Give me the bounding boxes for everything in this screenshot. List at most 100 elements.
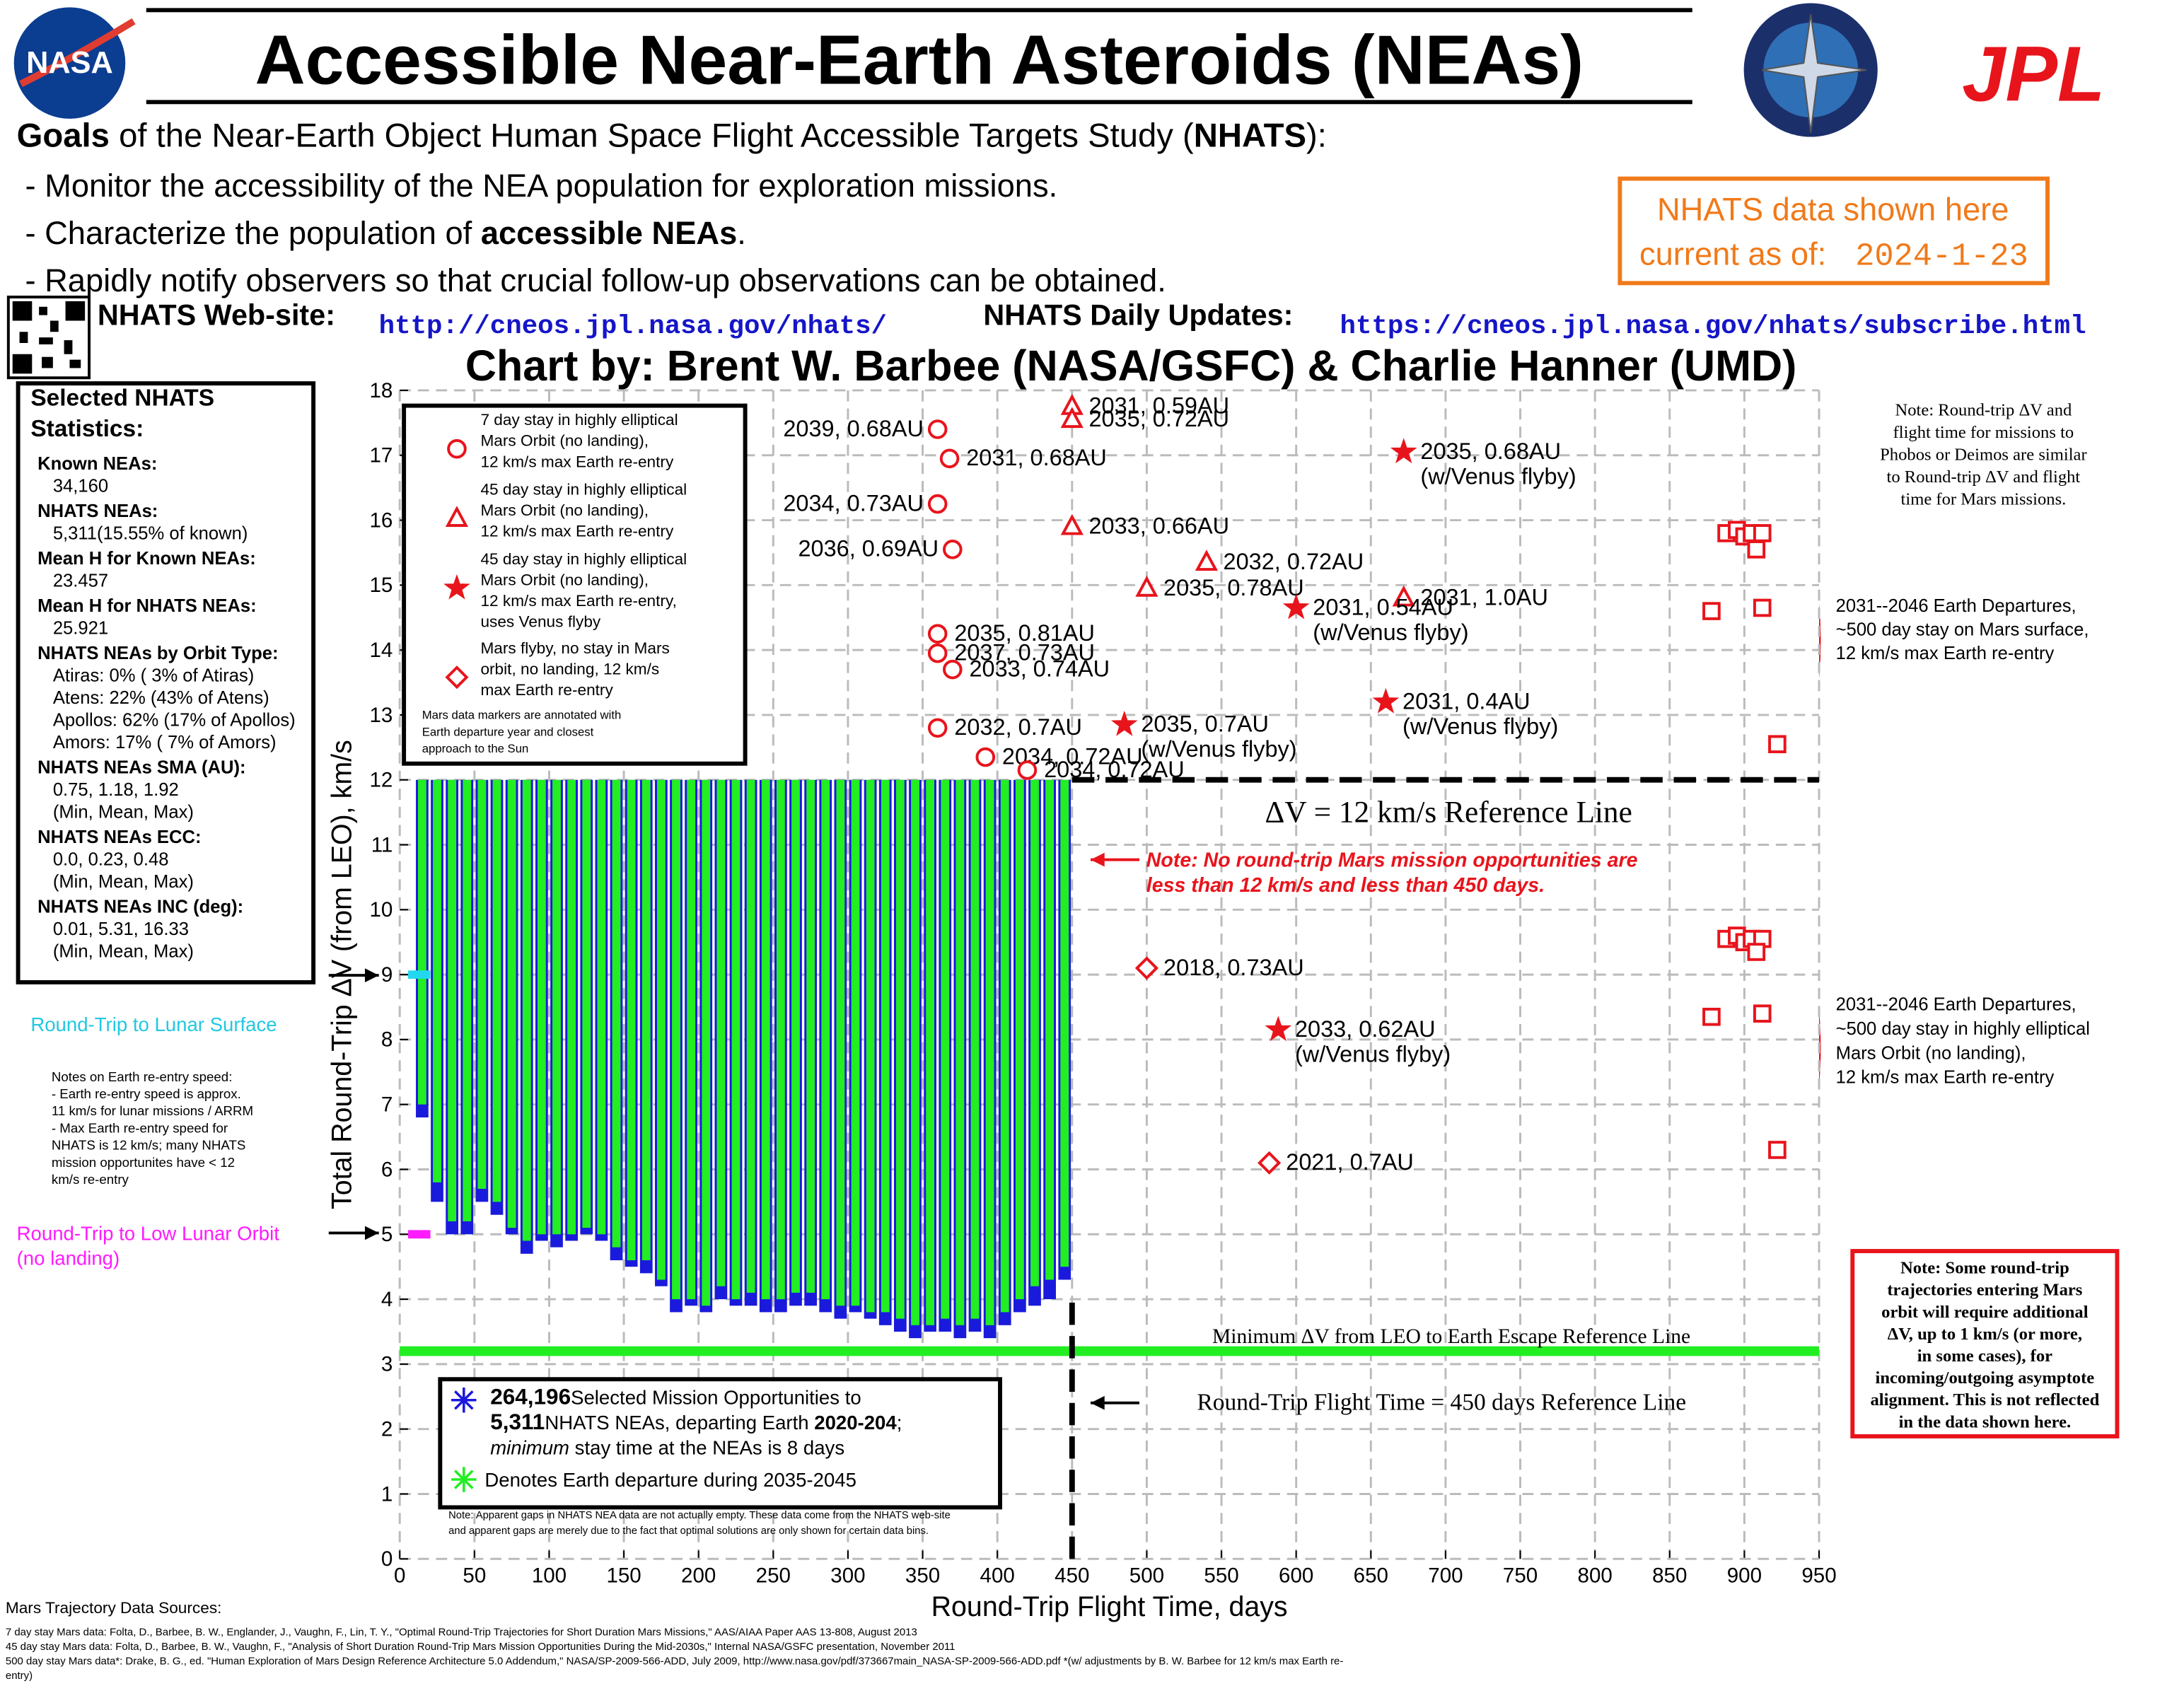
legend-note: Earth departure year and closest (422, 725, 594, 738)
opportunity-range (433, 779, 441, 1182)
stats-title: Selected NHATS (30, 385, 214, 412)
lunar-note: Round-Trip to Lunar Surface (30, 1013, 277, 1035)
mars-marker (1392, 585, 1415, 607)
legend-text: 12 km/s max Earth re-entry (480, 453, 674, 470)
mars-marker (1702, 1007, 1721, 1026)
extra-dv-note: in the data shown here. (1899, 1412, 2072, 1431)
x-tick-label: 0 (394, 1564, 405, 1588)
mars-marker (1265, 1016, 1292, 1042)
legend-marker (445, 506, 469, 527)
opportunity-range (761, 779, 770, 1300)
opportunity-range (507, 779, 516, 1228)
data-note: NHATS data shown here (1657, 192, 2009, 228)
mars-label: 2036, 0.69AU (798, 536, 939, 562)
y-tick-label: 10 (370, 898, 393, 922)
legend-text: NHATS NEAs, departing Earth (545, 1412, 814, 1434)
opportunity-range (1060, 779, 1069, 1267)
llo-note: (no landing) (17, 1248, 120, 1269)
stat-value: 34,160 (53, 477, 108, 496)
stat-label: NHATS NEAs ECC: (37, 827, 201, 847)
reentry-note: 11 km/s for lunar missions / ARRM (52, 1103, 253, 1118)
x-tick-label: 50 (463, 1564, 486, 1588)
y-tick-label: 8 (381, 1028, 393, 1052)
legend-text: 12 km/s max Earth re-entry (480, 523, 674, 540)
stat-label: Mean H for Known NEAs: (37, 549, 256, 569)
sources-title: Mars Trajectory Data Sources: (6, 1599, 222, 1617)
y-tick-label: 2 (381, 1418, 393, 1441)
legend-text: Mars Orbit (no landing), (480, 432, 649, 450)
orbit-note: 2031--2046 Earth Departures, (1836, 994, 2076, 1014)
surface-note: 2031--2046 Earth Departures, (1836, 596, 2076, 616)
mars-label: (w/Venus flyby) (1402, 714, 1558, 739)
mars-label: (w/Venus flyby) (1295, 1041, 1451, 1066)
reentry-note: km/s re-entry (52, 1172, 129, 1187)
legend-text: Mars flyby, no stay in Mars (480, 639, 669, 657)
opportunity-range (911, 779, 919, 1325)
stat-value: (Min, Mean, Max) (53, 803, 194, 822)
ref-label: Round-Trip Flight Time = 450 days Refere… (1197, 1390, 1686, 1416)
mars-marker (1060, 513, 1084, 535)
opportunity-range (522, 779, 531, 1241)
reentry-note: mission opportunites have < 12 (52, 1155, 235, 1170)
updates-label: NHATS Daily Updates: (983, 298, 1293, 331)
stat-label: NHATS NEAs by Orbit Type: (37, 644, 278, 663)
mars-label: 2034, 0.73AU (783, 490, 924, 516)
y-tick-label: 7 (381, 1093, 393, 1117)
opportunity-range (567, 779, 576, 1235)
source: 500 day stay Mars data*: Drake, B. G., e… (6, 1656, 1343, 1668)
mars-label: 2021, 0.7AU (1286, 1149, 1414, 1175)
title: Accessible Near-Earth Asteroids (NEAs) (255, 21, 1584, 99)
phobos-note: time for Mars missions. (1901, 489, 2067, 508)
opportunity-range (417, 779, 426, 1105)
opportunity-range (956, 779, 965, 1325)
mars-marker (1702, 602, 1721, 620)
mars-marker (1195, 550, 1219, 571)
opportunity-range (985, 779, 994, 1325)
legend-note: and apparent gaps are merely due to the … (448, 1525, 929, 1537)
qr-code (6, 296, 91, 380)
mars-note: less than 12 km/s and less than 450 days… (1146, 874, 1545, 897)
stat-value: Atiras: 0% ( 3% of Atiras) (53, 666, 254, 686)
y-tick-label: 5 (381, 1223, 393, 1246)
mars-marker (1768, 1141, 1787, 1159)
mars-marker (943, 540, 963, 559)
opportunity-range (448, 779, 457, 1221)
y-tick-label: 1 (381, 1482, 393, 1506)
mars-note: Note: No round-trip Mars mission opportu… (1146, 849, 1638, 871)
data-date: 2024-1-23 (1855, 238, 2028, 275)
mars-label: 2018, 0.73AU (1163, 955, 1304, 980)
mars-label: (w/Venus flyby) (1420, 463, 1576, 489)
mars-marker (1282, 593, 1310, 620)
website-label: NHATS Web-site: (98, 298, 335, 331)
extra-dv-note: in some cases), for (1917, 1347, 2052, 1366)
mars-marker (1390, 438, 1417, 464)
stats-box (16, 381, 316, 984)
mars-marker (1753, 524, 1772, 542)
surface-note: ~500 day stay on Mars surface, (1836, 620, 2089, 640)
website-url[interactable]: http://cneos.jpl.nasa.gov/nhats/ (379, 312, 887, 342)
mars-marker (927, 643, 948, 663)
legend-text: minimum stay time at the NEAs is 8 days (490, 1437, 844, 1459)
y-tick-label: 9 (381, 963, 393, 987)
opportunity-range (582, 779, 591, 1228)
mars-label: 2031, 1.0AU (1420, 585, 1548, 610)
opportunity-range (463, 779, 472, 1221)
chart-by: Chart by: Brent W. Barbee (NASA/GSFC) & … (465, 342, 1796, 390)
updates-url[interactable]: https://cneos.jpl.nasa.gov/nhats/subscri… (1340, 312, 2086, 342)
mars-marker (1110, 710, 1138, 736)
legend-marker (445, 665, 469, 690)
mars-label: 2033, 0.74AU (969, 656, 1110, 682)
legend-years: 2020-204 (814, 1412, 897, 1434)
y-tick-label: 12 (370, 769, 393, 792)
legend-text: Mars Orbit (no landing), (480, 571, 649, 589)
legend-marker (443, 574, 470, 600)
bullet: - Monitor the accessibility of the NEA p… (25, 168, 1057, 204)
legend-text: 264,196Selected Mission Opportunities to (490, 1384, 861, 1409)
y-tick-label: 16 (370, 508, 393, 532)
mars-marker (1257, 1151, 1282, 1175)
opportunity-range (821, 779, 830, 1300)
x-tick-label: 850 (1652, 1564, 1687, 1588)
mars-marker (927, 718, 948, 738)
llo-note: Round-Trip to Low Lunar Orbit (17, 1222, 280, 1244)
opportunity-range (1045, 779, 1055, 1280)
